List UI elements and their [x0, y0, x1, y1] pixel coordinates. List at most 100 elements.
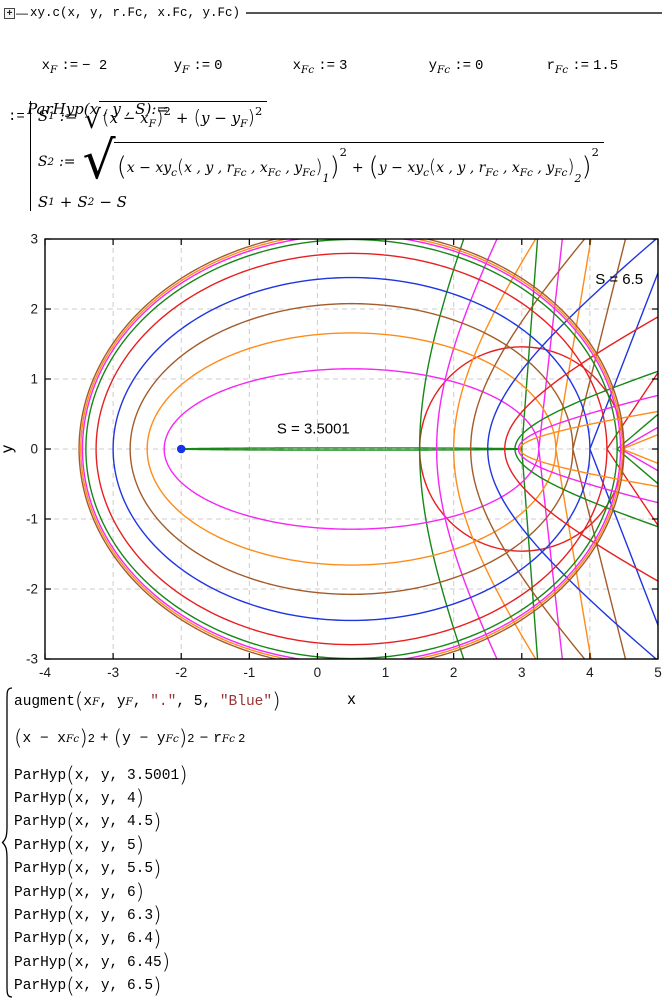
- exponent: 2: [339, 144, 347, 159]
- parhyp-signature[interactable]: ParHyp(x , y , S):=: [8, 82, 169, 136]
- y-tick-label: 2: [30, 302, 38, 317]
- header-dash: —: [16, 6, 28, 20]
- s-value: 5: [126, 837, 136, 854]
- definition-xFc[interactable]: xFc:= 3: [259, 42, 348, 92]
- arg-sub: F: [125, 695, 133, 708]
- paren: (: [368, 151, 379, 182]
- function-name: ParHyp: [14, 814, 67, 831]
- exponent: 2: [187, 731, 195, 746]
- plot-expression-parhyp[interactable]: ParHyp(x, y, 6.45): [14, 950, 170, 975]
- s1-sub: 1: [48, 110, 55, 122]
- s-value: 6.5: [126, 978, 154, 995]
- s-value: 3.5001: [126, 767, 180, 784]
- function-name: ParHyp: [14, 790, 67, 807]
- area-title: xy.c(x, y, r.Fc, x.Fc, y.Fc): [30, 6, 241, 20]
- plot-expression-parhyp[interactable]: ParHyp(x, y, 3.5001): [14, 763, 188, 788]
- return-expression[interactable]: S 1 + S 2− S: [38, 193, 604, 211]
- x-tick-label: 2: [450, 665, 458, 680]
- collapsed-area-header[interactable]: + — xy.c(x, y, r.Fc, x.Fc, y.Fc): [4, 5, 662, 21]
- paren: ): [79, 726, 88, 751]
- var-sub: Fc: [437, 64, 451, 76]
- plot-expression-parhyp[interactable]: ParHyp(x, y, 4.5): [14, 810, 162, 835]
- plus-op: +: [351, 159, 364, 176]
- term: S: [37, 192, 49, 211]
- xyc-args-sub: Fc: [519, 166, 533, 179]
- s2-sub: 2: [47, 155, 55, 168]
- plus-op: +: [175, 109, 189, 127]
- paren: ): [153, 973, 162, 999]
- plot-expression-parhyp[interactable]: ParHyp(x, y, 6): [14, 880, 144, 905]
- s-value: 4.5: [126, 814, 154, 831]
- arg: x: [83, 693, 93, 710]
- term-sub: 2: [87, 195, 95, 208]
- xyc-args-sub: Fc: [485, 166, 499, 179]
- var-base: y: [428, 58, 438, 74]
- term: x − x: [109, 109, 149, 127]
- list-brace: [1, 687, 13, 998]
- args: x, y,: [74, 814, 127, 831]
- curve-S-3.5001: [180, 239, 539, 659]
- args: x, y,: [74, 884, 127, 901]
- var-sub: Fc: [301, 64, 315, 76]
- y-tick-label: -1: [26, 512, 38, 527]
- s-value: 6.3: [126, 907, 154, 924]
- line-block: S 1:= √ (x − xF)2 + (y − yF)2 S 2:= √ (x − xyc(x…: [29, 101, 604, 211]
- comma: ,: [202, 693, 220, 710]
- tick-marks: [44, 238, 659, 660]
- function-args: (x , y , S): [83, 100, 152, 118]
- gridlines: [45, 239, 658, 659]
- plot-expression-parhyp[interactable]: ParHyp(x, y, 6.5): [14, 974, 162, 999]
- paren: ): [161, 950, 171, 976]
- paren: (: [66, 926, 75, 952]
- plot-expression-parhyp[interactable]: ParHyp(x, y, 5): [14, 833, 144, 858]
- curve-S-5.5: [112, 239, 658, 659]
- xyc-args-sub: Fc: [267, 166, 281, 179]
- plot-expression-parhyp[interactable]: ParHyp(x, y, 4): [14, 786, 144, 811]
- xyc-fn: xy: [155, 159, 172, 176]
- term-sub: 1: [48, 195, 55, 208]
- var-value: 1.5: [593, 58, 619, 74]
- definition-yF[interactable]: yF:= 0: [140, 42, 223, 92]
- exponent: 2: [238, 731, 246, 746]
- curve-annotation: S = 6.5: [595, 271, 643, 288]
- curve-S-6: [95, 252, 658, 646]
- plot-expression-parhyp[interactable]: ParHyp(x, y, 6.3): [14, 903, 162, 928]
- plot-expression-parhyp[interactable]: ParHyp(x, y, 6.4): [14, 927, 162, 952]
- s2-definition[interactable]: S 2:= √ (x − xyc(x , y , rFc , xFc , yFc)1)…: [37, 131, 604, 191]
- function-name: ParHyp: [14, 837, 67, 854]
- s1-definition[interactable]: S 1:= √ (x − xF)2 + (y − yF)2: [38, 101, 604, 133]
- definition-xF[interactable]: xF:= − 2: [8, 42, 108, 92]
- paren: ): [135, 833, 145, 859]
- plus-op: +: [99, 730, 109, 747]
- plot-expression-parhyp[interactable]: ParHyp(x, y, 5.5): [14, 857, 162, 882]
- assign-op: :=: [8, 109, 25, 125]
- function-name: ParHyp: [14, 884, 67, 901]
- s2-var: S: [37, 153, 48, 170]
- plot-expression-circle[interactable]: (x − x Fc) 2 +(y − y Fc) 2− r Fc 2: [14, 726, 245, 751]
- args: x, y,: [74, 978, 127, 995]
- parhyp-body[interactable]: := S 1:= √ (x − xF)2 + (y − yF)2 S 2:= √ (x − xy…: [8, 101, 604, 211]
- curve-S-5: [129, 239, 627, 659]
- curve-S-6.45: [80, 239, 658, 659]
- var-value: 0: [214, 58, 223, 74]
- exponent: 2: [163, 104, 171, 118]
- radical-glyph: √: [82, 131, 116, 191]
- sqrt-radical: √ (x − xyc(x , y , rFc , xFc , yFc)1)2+ (y…: [82, 131, 604, 191]
- exponent: 2: [591, 144, 599, 159]
- args: x, y,: [74, 790, 127, 807]
- term: x −: [126, 159, 156, 176]
- term: r: [213, 730, 222, 747]
- assign-op: :=: [59, 153, 76, 170]
- plus-op: +: [59, 192, 73, 211]
- arg-sub: F: [92, 695, 100, 708]
- definition-yFc[interactable]: yFc:= 0: [395, 42, 484, 92]
- xyc-args: , x: [246, 159, 268, 176]
- paren: (: [66, 763, 75, 788]
- var-base: r: [546, 58, 556, 74]
- expand-area-icon[interactable]: +: [4, 7, 15, 19]
- definition-rFc[interactable]: rFc:= 1.5: [513, 42, 619, 92]
